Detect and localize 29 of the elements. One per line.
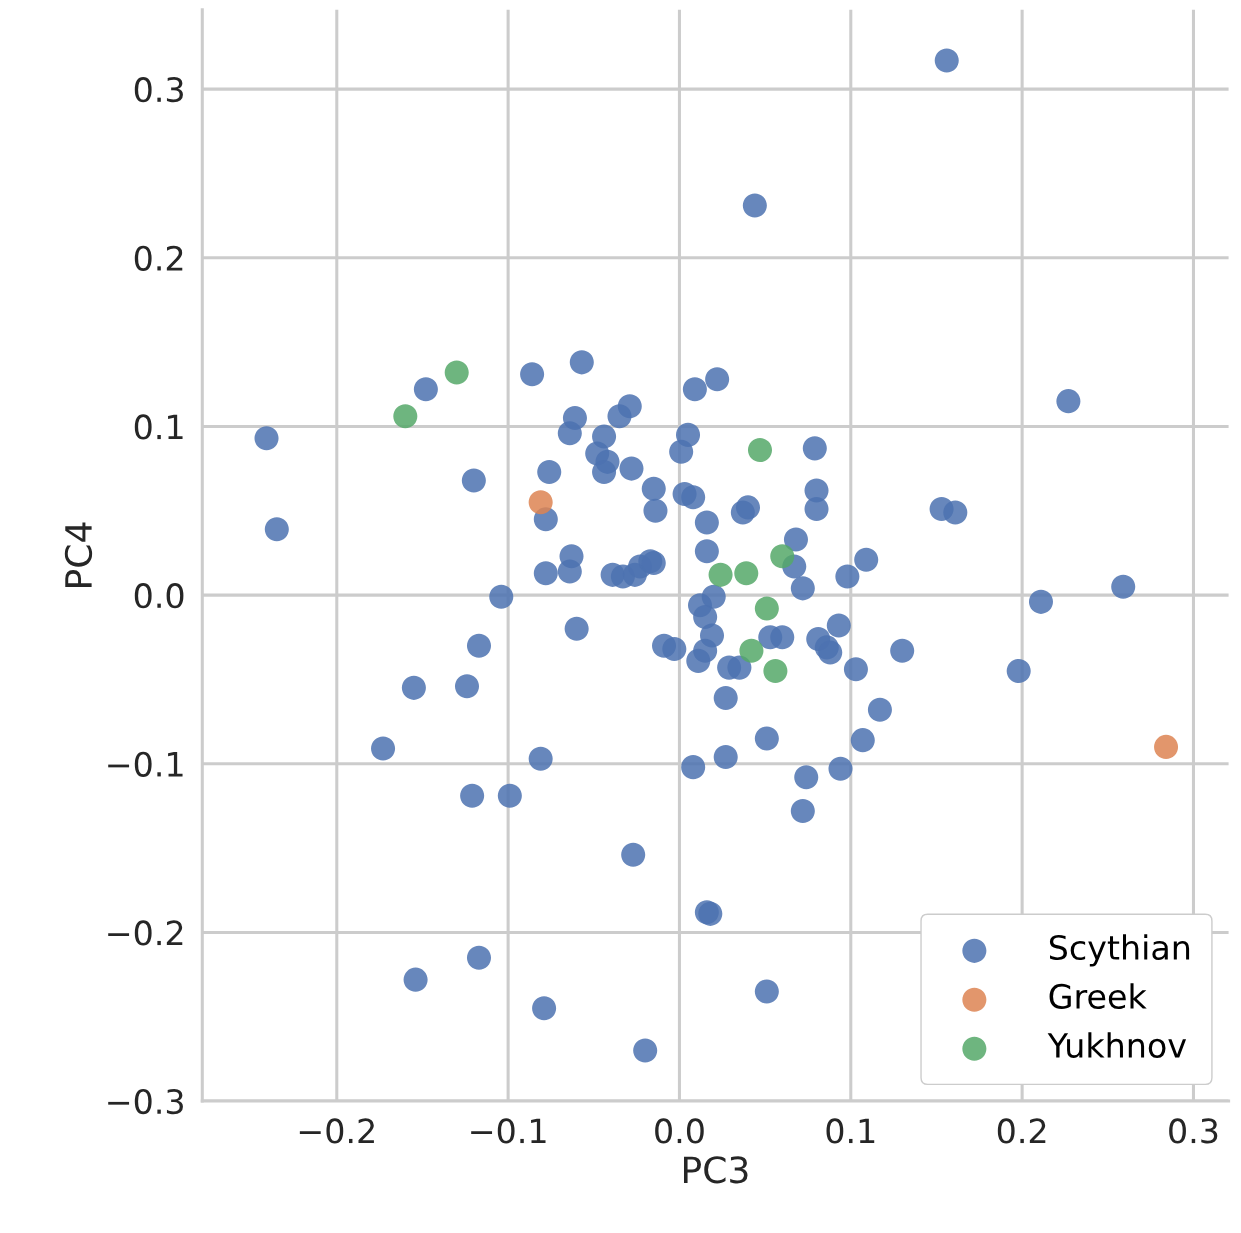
x-tick-label: −0.1	[471, 1118, 546, 1144]
y-tick-label: −0.3	[108, 1088, 183, 1115]
x-tick-label: 0.2	[997, 1118, 1046, 1144]
x-tick-label: −0.2	[299, 1118, 374, 1144]
point	[708, 562, 733, 587]
x-tick-label: 0.3	[1169, 1118, 1218, 1144]
point	[763, 658, 788, 684]
y-tick-label: 0.3	[134, 77, 183, 103]
x-tick-label: 0.1	[826, 1118, 875, 1144]
point	[1154, 734, 1179, 759]
point	[444, 360, 469, 385]
y-tick-label: 0.2	[134, 245, 183, 271]
legend-label: Greek	[1049, 983, 1147, 1010]
point	[734, 561, 759, 586]
point	[770, 544, 795, 569]
point	[393, 404, 418, 429]
legend-label: Yukhnov	[1047, 1032, 1187, 1058]
y-tick-label: −0.2	[108, 920, 183, 946]
x-axis-title: PC3	[684, 1156, 748, 1184]
point	[528, 490, 553, 515]
x-tick-label: 0.0	[655, 1118, 704, 1144]
point	[739, 638, 764, 663]
point	[754, 596, 779, 621]
y-tick-label: 0.1	[134, 414, 183, 440]
point	[747, 438, 773, 463]
y-tick-label: 0.0	[134, 583, 184, 609]
legend-label: Scythian	[1049, 934, 1190, 967]
y-tick-label: −0.1	[108, 751, 183, 777]
y-axis-title: PC4	[64, 522, 93, 587]
